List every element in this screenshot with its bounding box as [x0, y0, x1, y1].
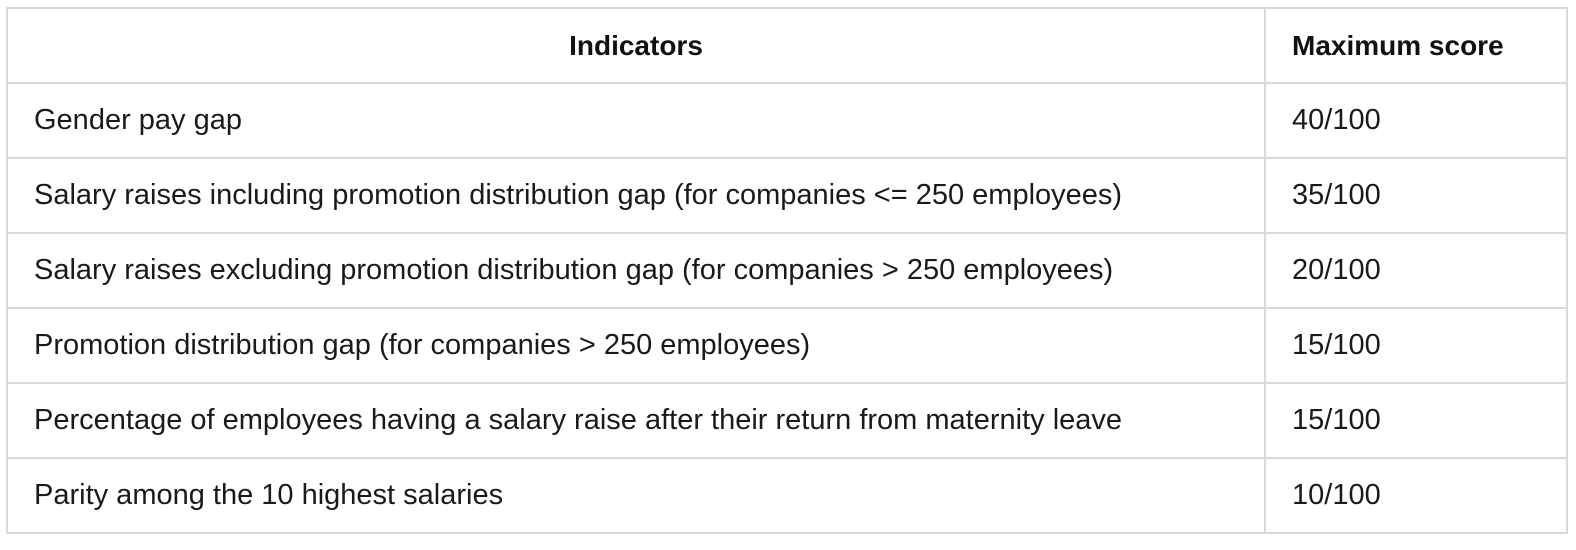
indicator-cell: Parity among the 10 highest salaries [6, 457, 1266, 534]
header-row: Indicators Maximum score [6, 7, 1568, 84]
table-header: Indicators Maximum score [6, 7, 1568, 84]
indicator-cell: Salary raises excluding promotion distri… [6, 232, 1266, 309]
score-cell: 15/100 [1264, 307, 1568, 384]
score-cell: 40/100 [1264, 82, 1568, 159]
table-row: Salary raises including promotion distri… [6, 157, 1568, 234]
indicator-cell: Salary raises including promotion distri… [6, 157, 1266, 234]
indicator-cell: Gender pay gap [6, 82, 1266, 159]
score-cell: 35/100 [1264, 157, 1568, 234]
indicator-cell: Promotion distribution gap (for companie… [6, 307, 1266, 384]
column-header-maximum-score: Maximum score [1264, 7, 1568, 84]
table-row: Promotion distribution gap (for companie… [6, 307, 1568, 384]
table-row: Gender pay gap 40/100 [6, 82, 1568, 159]
table-body: Gender pay gap 40/100 Salary raises incl… [6, 82, 1568, 534]
table-row: Percentage of employees having a salary … [6, 382, 1568, 459]
score-cell: 10/100 [1264, 457, 1568, 534]
table-row: Parity among the 10 highest salaries 10/… [6, 457, 1568, 534]
column-header-indicators: Indicators [6, 7, 1266, 84]
indicators-table: Indicators Maximum score Gender pay gap … [6, 7, 1568, 534]
score-cell: 20/100 [1264, 232, 1568, 309]
table-row: Salary raises excluding promotion distri… [6, 232, 1568, 309]
score-cell: 15/100 [1264, 382, 1568, 459]
indicator-cell: Percentage of employees having a salary … [6, 382, 1266, 459]
indicators-table-container: Indicators Maximum score Gender pay gap … [6, 7, 1568, 534]
